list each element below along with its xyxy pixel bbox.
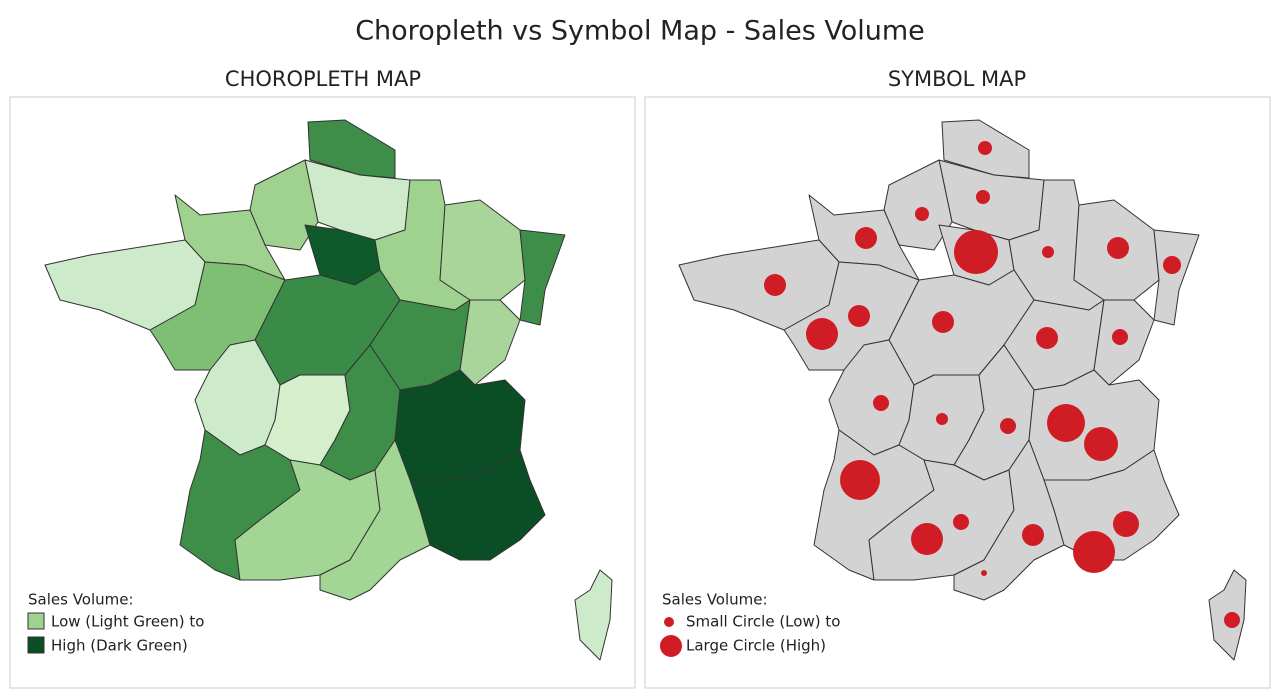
panel-frame: [644, 96, 1271, 689]
symbol: [1036, 327, 1058, 349]
symbol-map: [678, 119, 1247, 661]
symbol: [1112, 329, 1128, 345]
legend-symbol: [660, 635, 682, 657]
symbol: [1224, 612, 1240, 628]
symbol: [873, 395, 889, 411]
legend-label: High (Dark Green): [51, 637, 188, 655]
symbol: [1000, 418, 1016, 434]
symbol: [976, 190, 990, 204]
symbol: [806, 318, 838, 350]
symbol: [932, 311, 954, 333]
symbol: [1113, 511, 1139, 537]
symbol: [1107, 237, 1129, 259]
symbol: [1047, 404, 1085, 442]
symbol: [1042, 246, 1054, 258]
legend-symbol: [664, 617, 674, 627]
symbol: [855, 227, 877, 249]
symbol: [1084, 427, 1118, 461]
main-title: Choropleth vs Symbol Map - Sales Volume: [355, 16, 925, 47]
panel-frame: [9, 96, 636, 689]
legend-label: Low (Light Green) to: [51, 613, 204, 631]
region: [574, 569, 613, 661]
region: [319, 439, 431, 601]
legend-title: Sales Volume:: [28, 591, 134, 609]
symbol: [954, 230, 998, 274]
region: [519, 229, 566, 326]
region: [439, 199, 526, 301]
legend-label: Small Circle (Low) to: [686, 613, 840, 631]
panel-title: CHOROPLETH MAP: [225, 67, 421, 91]
legend-label: Large Circle (High): [686, 637, 826, 655]
symbol: [978, 141, 992, 155]
symbols: [764, 141, 1240, 628]
symbol: [981, 570, 987, 576]
legend-title: Sales Volume:: [662, 591, 768, 609]
symbol: [840, 460, 880, 500]
legend-swatch: [27, 636, 45, 654]
symbol: [1163, 256, 1181, 274]
region: [459, 299, 521, 386]
symbol: [1073, 531, 1115, 573]
symbol: [1022, 524, 1044, 546]
legend-swatch: [27, 612, 45, 630]
region: [1153, 229, 1200, 326]
symbol: [915, 207, 929, 221]
choropleth-map: [44, 119, 613, 661]
panel-title: SYMBOL MAP: [888, 67, 1026, 91]
symbol: [936, 413, 948, 425]
symbol: [848, 305, 870, 327]
symbol: [764, 274, 786, 296]
region: [953, 439, 1065, 601]
symbol: [953, 514, 969, 530]
symbol: [911, 523, 943, 555]
